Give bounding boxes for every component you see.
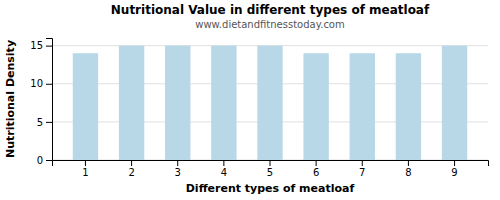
- tick-label: 6: [313, 167, 319, 178]
- bar: [442, 46, 467, 160]
- bar: [396, 53, 421, 160]
- tick-mark: [85, 160, 86, 166]
- tick: 1: [82, 160, 88, 178]
- tick-label: 8: [405, 167, 411, 178]
- tick-label: 4: [221, 167, 227, 178]
- tick-mark: [131, 160, 132, 166]
- tick: 6: [313, 160, 319, 178]
- axis-line: [46, 39, 53, 161]
- tick: 4: [221, 160, 227, 178]
- tick: 2: [128, 160, 134, 178]
- tick: 8: [405, 160, 411, 178]
- x-axis: 1 2 3 4 5 6 7 8 9: [53, 160, 489, 178]
- tick: 5: [267, 160, 273, 178]
- tick: 0: [37, 155, 52, 166]
- tick-mark: [46, 160, 52, 161]
- tick-label: 9: [451, 167, 457, 178]
- y-axis: 0 5 10 15: [30, 39, 52, 166]
- tick-mark: [454, 160, 455, 166]
- tick: 7: [359, 160, 365, 178]
- x-axis-title: Different types of meatloaf: [186, 182, 355, 195]
- tick-label: 7: [359, 167, 365, 178]
- tick-label: 0: [37, 155, 43, 166]
- axis-line: [53, 161, 489, 167]
- bar: [257, 46, 282, 160]
- bar: [119, 46, 144, 160]
- tick: 3: [175, 160, 181, 178]
- tick-mark: [46, 84, 52, 85]
- tick-mark: [46, 122, 52, 123]
- tick-label: 15: [30, 40, 43, 51]
- title: Nutritional Value in different types of …: [111, 3, 430, 17]
- tick-label: 1: [82, 167, 88, 178]
- tick-mark: [223, 160, 224, 166]
- tick-mark: [46, 46, 52, 47]
- tick-mark: [177, 160, 178, 166]
- bar: [165, 46, 190, 160]
- tick: 5: [37, 117, 52, 128]
- tick-mark: [316, 160, 317, 166]
- tick: 9: [451, 160, 457, 178]
- tick: 15: [30, 40, 52, 51]
- bars: [73, 46, 467, 160]
- bar: [303, 53, 328, 160]
- grid: [52, 46, 488, 160]
- subtitle: www.dietandfitnesstoday.com: [195, 19, 344, 30]
- bar: [350, 53, 375, 160]
- tick-mark: [408, 160, 409, 166]
- chart: Nutritional Value in different types of …: [0, 0, 500, 200]
- tick-label: 2: [128, 167, 134, 178]
- bar: [211, 46, 236, 160]
- tick: 10: [30, 78, 52, 89]
- plot: 1 2 3 4 5 6 7 8 9 0 5 10 15: [30, 39, 488, 179]
- tick-label: 3: [175, 167, 181, 178]
- tick-mark: [362, 160, 363, 166]
- y-axis-title: Nutritional Density: [4, 40, 17, 158]
- bar: [73, 53, 98, 160]
- tick-label: 5: [37, 117, 43, 128]
- tick-mark: [270, 160, 271, 166]
- tick-label: 10: [30, 78, 43, 89]
- tick-label: 5: [267, 167, 273, 178]
